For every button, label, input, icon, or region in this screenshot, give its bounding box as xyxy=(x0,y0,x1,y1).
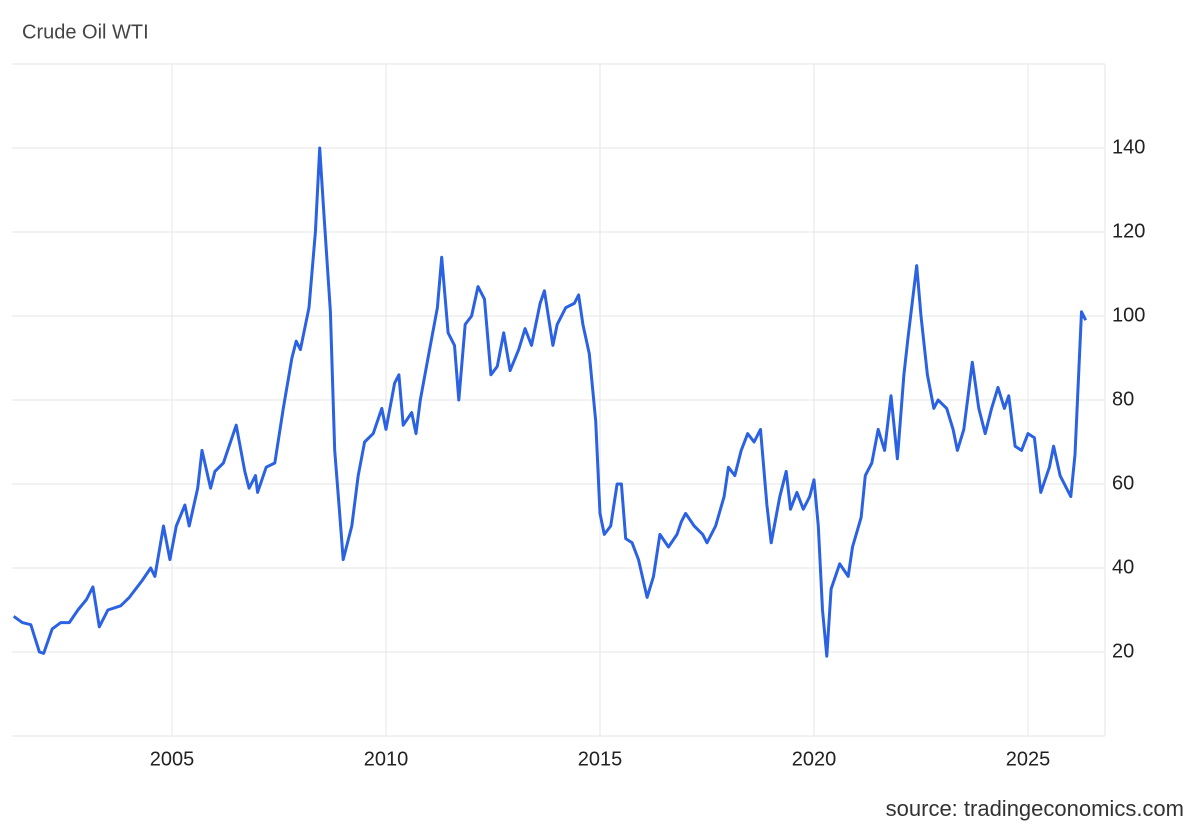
x-tick-label: 2020 xyxy=(792,748,837,770)
x-tick-label: 2010 xyxy=(364,748,409,770)
source: source: tradingeconomics.com xyxy=(886,796,1184,821)
line-series xyxy=(12,146,1088,658)
y-tick-label: 140 xyxy=(1112,136,1145,158)
chart-title: Crude Oil WTI xyxy=(22,21,149,43)
x-tick-label: 2015 xyxy=(578,748,623,770)
y-tick-label: 120 xyxy=(1112,220,1145,242)
y-tick-label: 60 xyxy=(1112,472,1134,494)
x-tick-label: 2005 xyxy=(150,748,195,770)
y-tick-label: 20 xyxy=(1112,640,1134,662)
y-tick-label: 80 xyxy=(1112,388,1134,410)
y-tick-label: 100 xyxy=(1112,304,1145,326)
x-tick-label: 2025 xyxy=(1006,748,1051,770)
y-tick-label: 40 xyxy=(1112,556,1134,578)
